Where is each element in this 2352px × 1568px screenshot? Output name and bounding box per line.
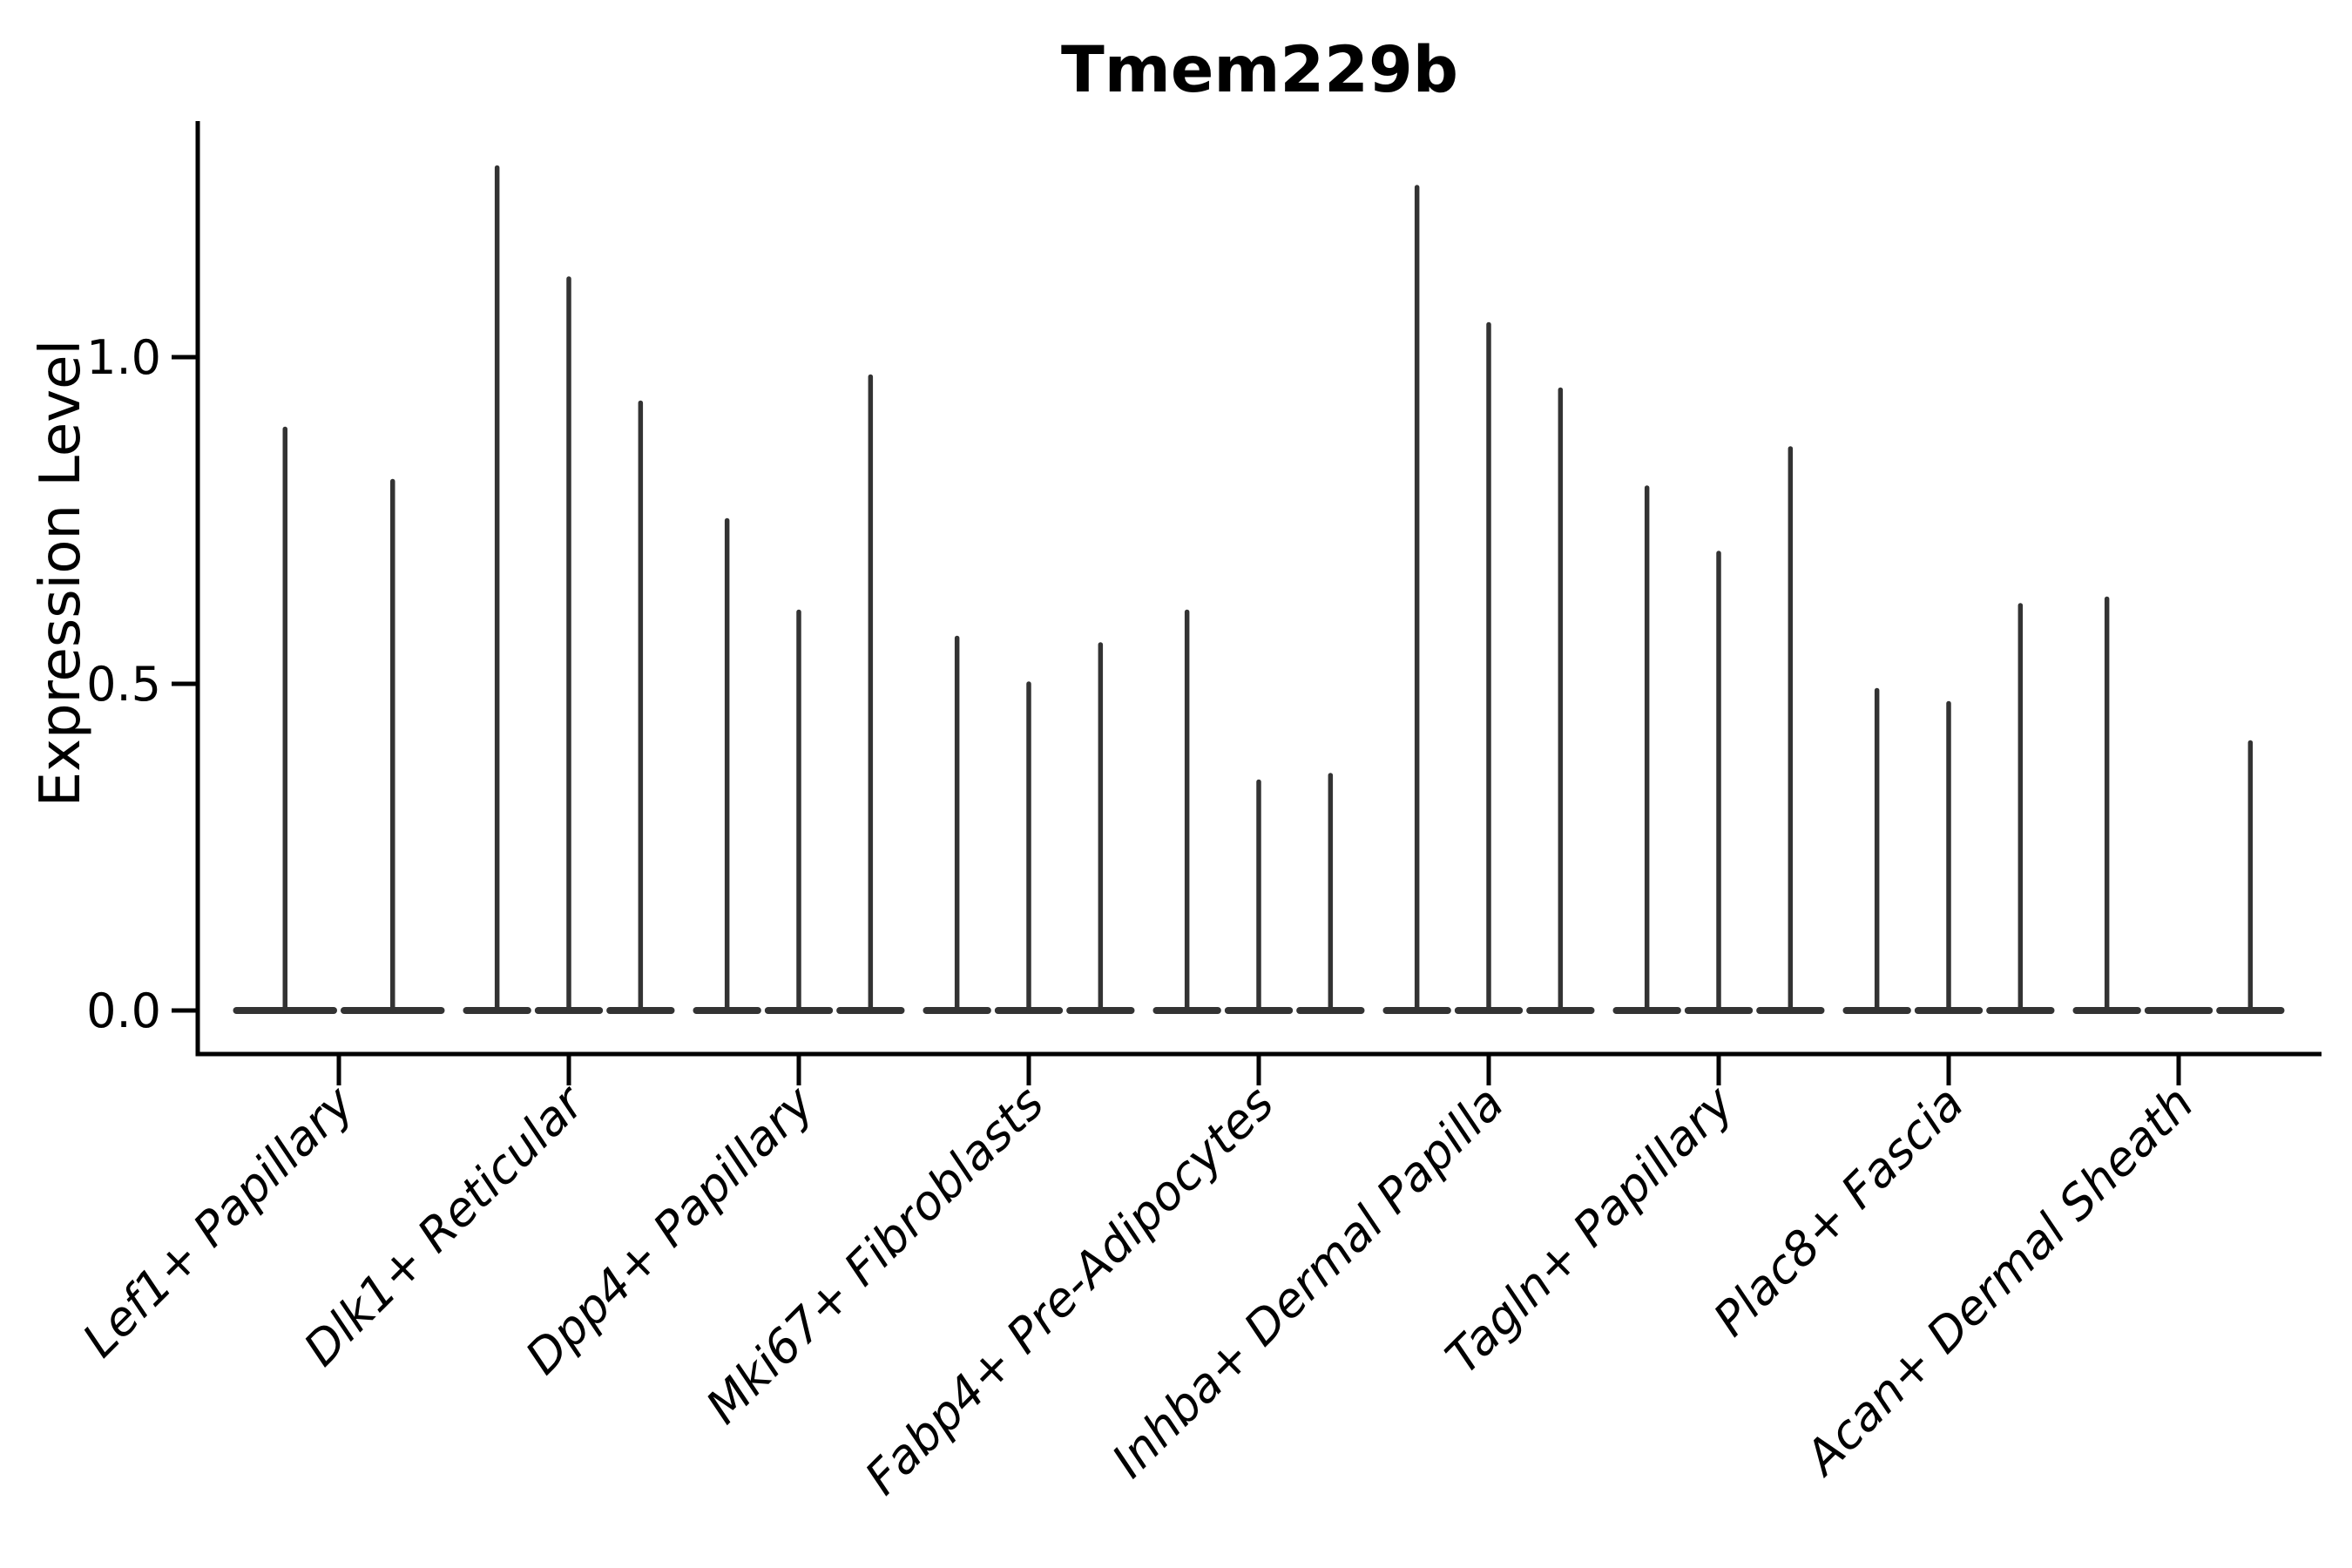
y-tick-label: 0.0 xyxy=(86,983,161,1038)
y-tick-label: 0.5 xyxy=(86,657,161,712)
chart-title: Tmem229b xyxy=(1060,33,1459,107)
x-tick-label: Acan+ Dermal Sheath xyxy=(1793,1076,2204,1487)
x-tick-label: Inhba+ Dermal Papilla xyxy=(1101,1076,1514,1489)
x-tick-label: Plac8+ Fascia xyxy=(1703,1076,1974,1347)
y-tick-label: 1.0 xyxy=(86,330,161,385)
x-tick-label: Fabp4+ Pre-Adipocytes xyxy=(855,1076,1284,1505)
